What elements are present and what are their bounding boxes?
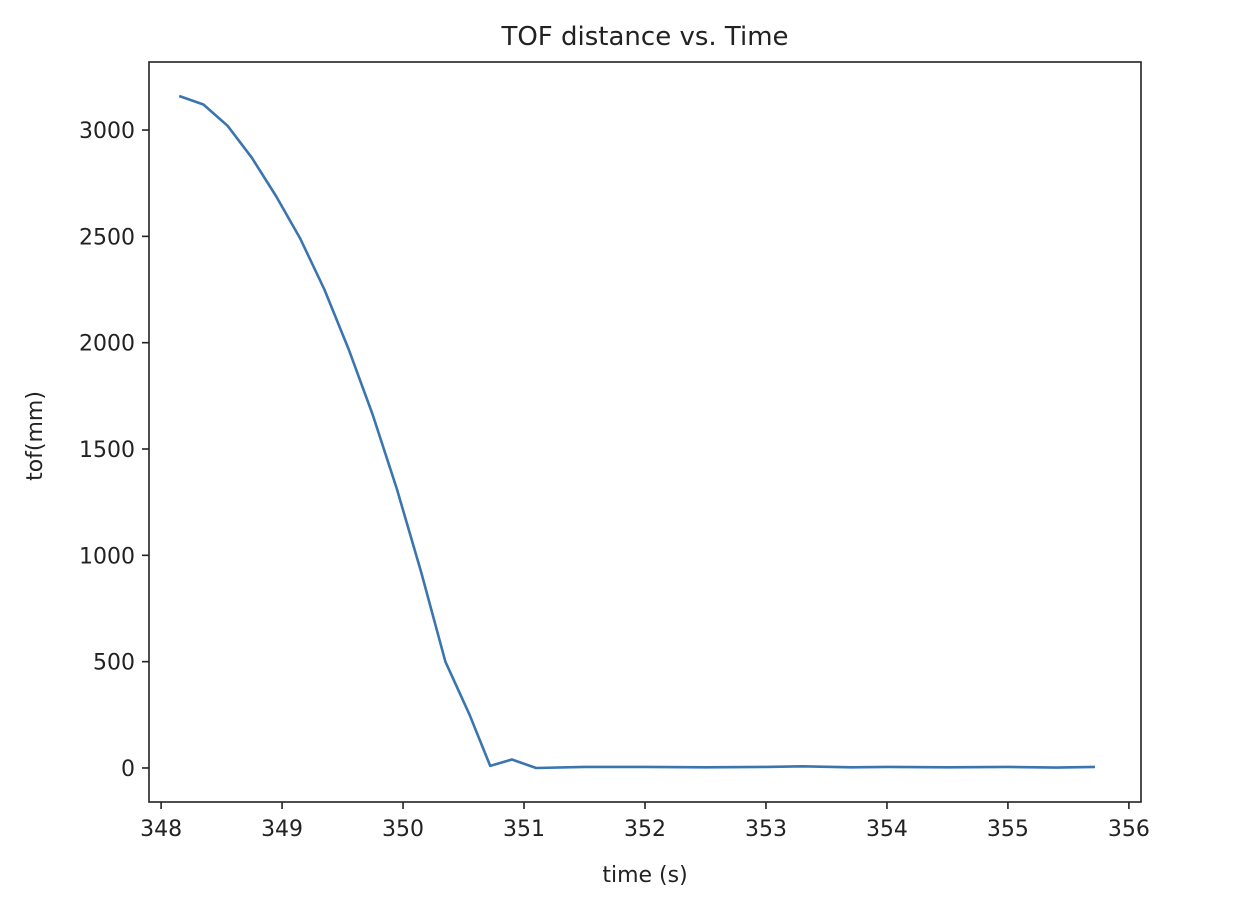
x-axis: 348 349 350 351 352 353 354 355 356	[140, 802, 1150, 842]
plot-area	[178, 94, 1096, 770]
y-tick-label: 3000	[79, 119, 135, 144]
y-axis-label: tof(mm)	[23, 391, 48, 481]
y-tick-label: 2000	[79, 332, 135, 357]
y-tick-label: 1000	[79, 544, 135, 569]
y-tick-label: 500	[93, 651, 135, 676]
y-tick-label: 1500	[79, 438, 135, 463]
x-tick-label: 355	[987, 817, 1029, 842]
x-tick-label: 353	[745, 817, 787, 842]
y-axis: 0 500 1000 1500 2000 2500 3000	[79, 119, 149, 782]
x-tick-label: 352	[624, 817, 666, 842]
series-line	[178, 94, 1096, 770]
x-tick-label: 354	[866, 817, 908, 842]
x-tick-label: 356	[1108, 817, 1150, 842]
x-tick-label: 351	[503, 817, 545, 842]
y-tick-label: 2500	[79, 225, 135, 250]
plot-frame	[148, 61, 1142, 803]
x-tick-label: 348	[140, 817, 182, 842]
x-axis-label: time (s)	[602, 863, 687, 888]
y-tick-label: 0	[121, 757, 135, 782]
chart-title: TOF distance vs. Time	[500, 22, 788, 52]
x-tick-label: 349	[261, 817, 303, 842]
x-tick-label: 350	[382, 817, 424, 842]
